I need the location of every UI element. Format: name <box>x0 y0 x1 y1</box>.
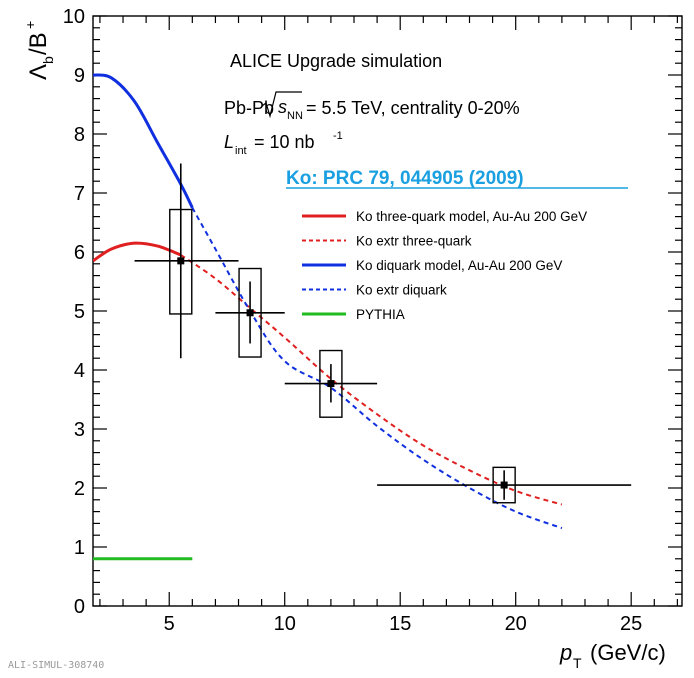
data-marker <box>327 380 335 388</box>
y-tick-label: 2 <box>74 478 85 500</box>
luminosity-subscript: int <box>235 145 247 157</box>
data-point-1 <box>215 267 285 358</box>
legend-label-1: Ko extr three-quark <box>356 234 472 249</box>
y-tick-label: 10 <box>63 6 85 28</box>
y-tick-label: 9 <box>74 65 85 87</box>
legend: Ko three-quark model, Au-Au 200 GeV Ko ex… <box>302 209 587 322</box>
model-curves <box>93 73 563 561</box>
svg-text:b: b <box>40 56 56 64</box>
x-tick-label: 25 <box>620 613 642 635</box>
y-tick-label: 6 <box>74 242 85 264</box>
data-point-0 <box>134 163 239 359</box>
x-tick-label: 20 <box>505 613 527 635</box>
sqrt-s-subscript: NN <box>287 110 303 122</box>
x-axis-label-pt-subscript: T <box>573 655 582 671</box>
svg-text:Λ: Λ <box>25 64 52 80</box>
x-tick-label: 5 <box>164 613 175 635</box>
x-axis: 5 10 15 20 25 <box>99 16 678 635</box>
figure-id: ALI-SIMUL-308740 <box>8 660 105 671</box>
legend-label-2: Ko diquark model, Au-Au 200 GeV <box>356 258 562 273</box>
sqrt-s-symbol: s <box>278 97 287 117</box>
y-tick-label: 0 <box>74 596 85 618</box>
energy-annotation: Pb-Pb <box>224 98 274 118</box>
sqrt-s-value: = 5.5 TeV, centrality 0-20% <box>306 98 520 118</box>
reference-link[interactable]: Ko: PRC 79, 044905 (2009) <box>286 168 524 189</box>
series-line-0 <box>93 241 182 263</box>
svg-text:+: + <box>22 21 38 29</box>
x-tick-label: 10 <box>274 613 296 635</box>
series-line-2 <box>93 73 194 209</box>
data-marker <box>177 257 185 265</box>
luminosity-value: = 10 nb <box>254 132 315 152</box>
y-axis-label: Λ b /B + <box>22 21 56 80</box>
luminosity-exponent: -1 <box>333 130 343 142</box>
x-tick-label: 15 <box>389 613 411 635</box>
y-tick-label: 4 <box>74 360 85 382</box>
y-axis: 0 1 2 3 4 5 6 7 8 9 10 <box>63 6 682 618</box>
sqrt-symbol <box>261 91 302 119</box>
y-tick-label: 7 <box>74 183 85 205</box>
data-points <box>134 163 632 504</box>
y-tick-label: 8 <box>74 124 85 146</box>
y-tick-label: 1 <box>74 537 85 559</box>
y-tick-label: 5 <box>74 301 85 323</box>
chart-title: ALICE Upgrade simulation <box>230 51 442 71</box>
luminosity-symbol: L <box>224 132 234 152</box>
data-marker <box>500 481 508 489</box>
collision-system: Pb-Pb <box>224 98 274 118</box>
data-point-3 <box>377 466 632 504</box>
y-tick-label: 3 <box>74 419 85 441</box>
data-marker <box>246 309 254 317</box>
svg-text:/B: /B <box>25 32 52 55</box>
legend-label-4: PYTHIA <box>356 307 405 322</box>
data-point-2 <box>284 349 378 418</box>
series-line-1 <box>180 254 563 506</box>
x-axis-label: (GeV/c) <box>590 640 666 665</box>
legend-label-0: Ko three-quark model, Au-Au 200 GeV <box>356 209 587 224</box>
x-axis-label-pt: p <box>559 640 572 665</box>
legend-label-3: Ko extr diquark <box>356 283 447 298</box>
series-line-3 <box>191 207 563 530</box>
